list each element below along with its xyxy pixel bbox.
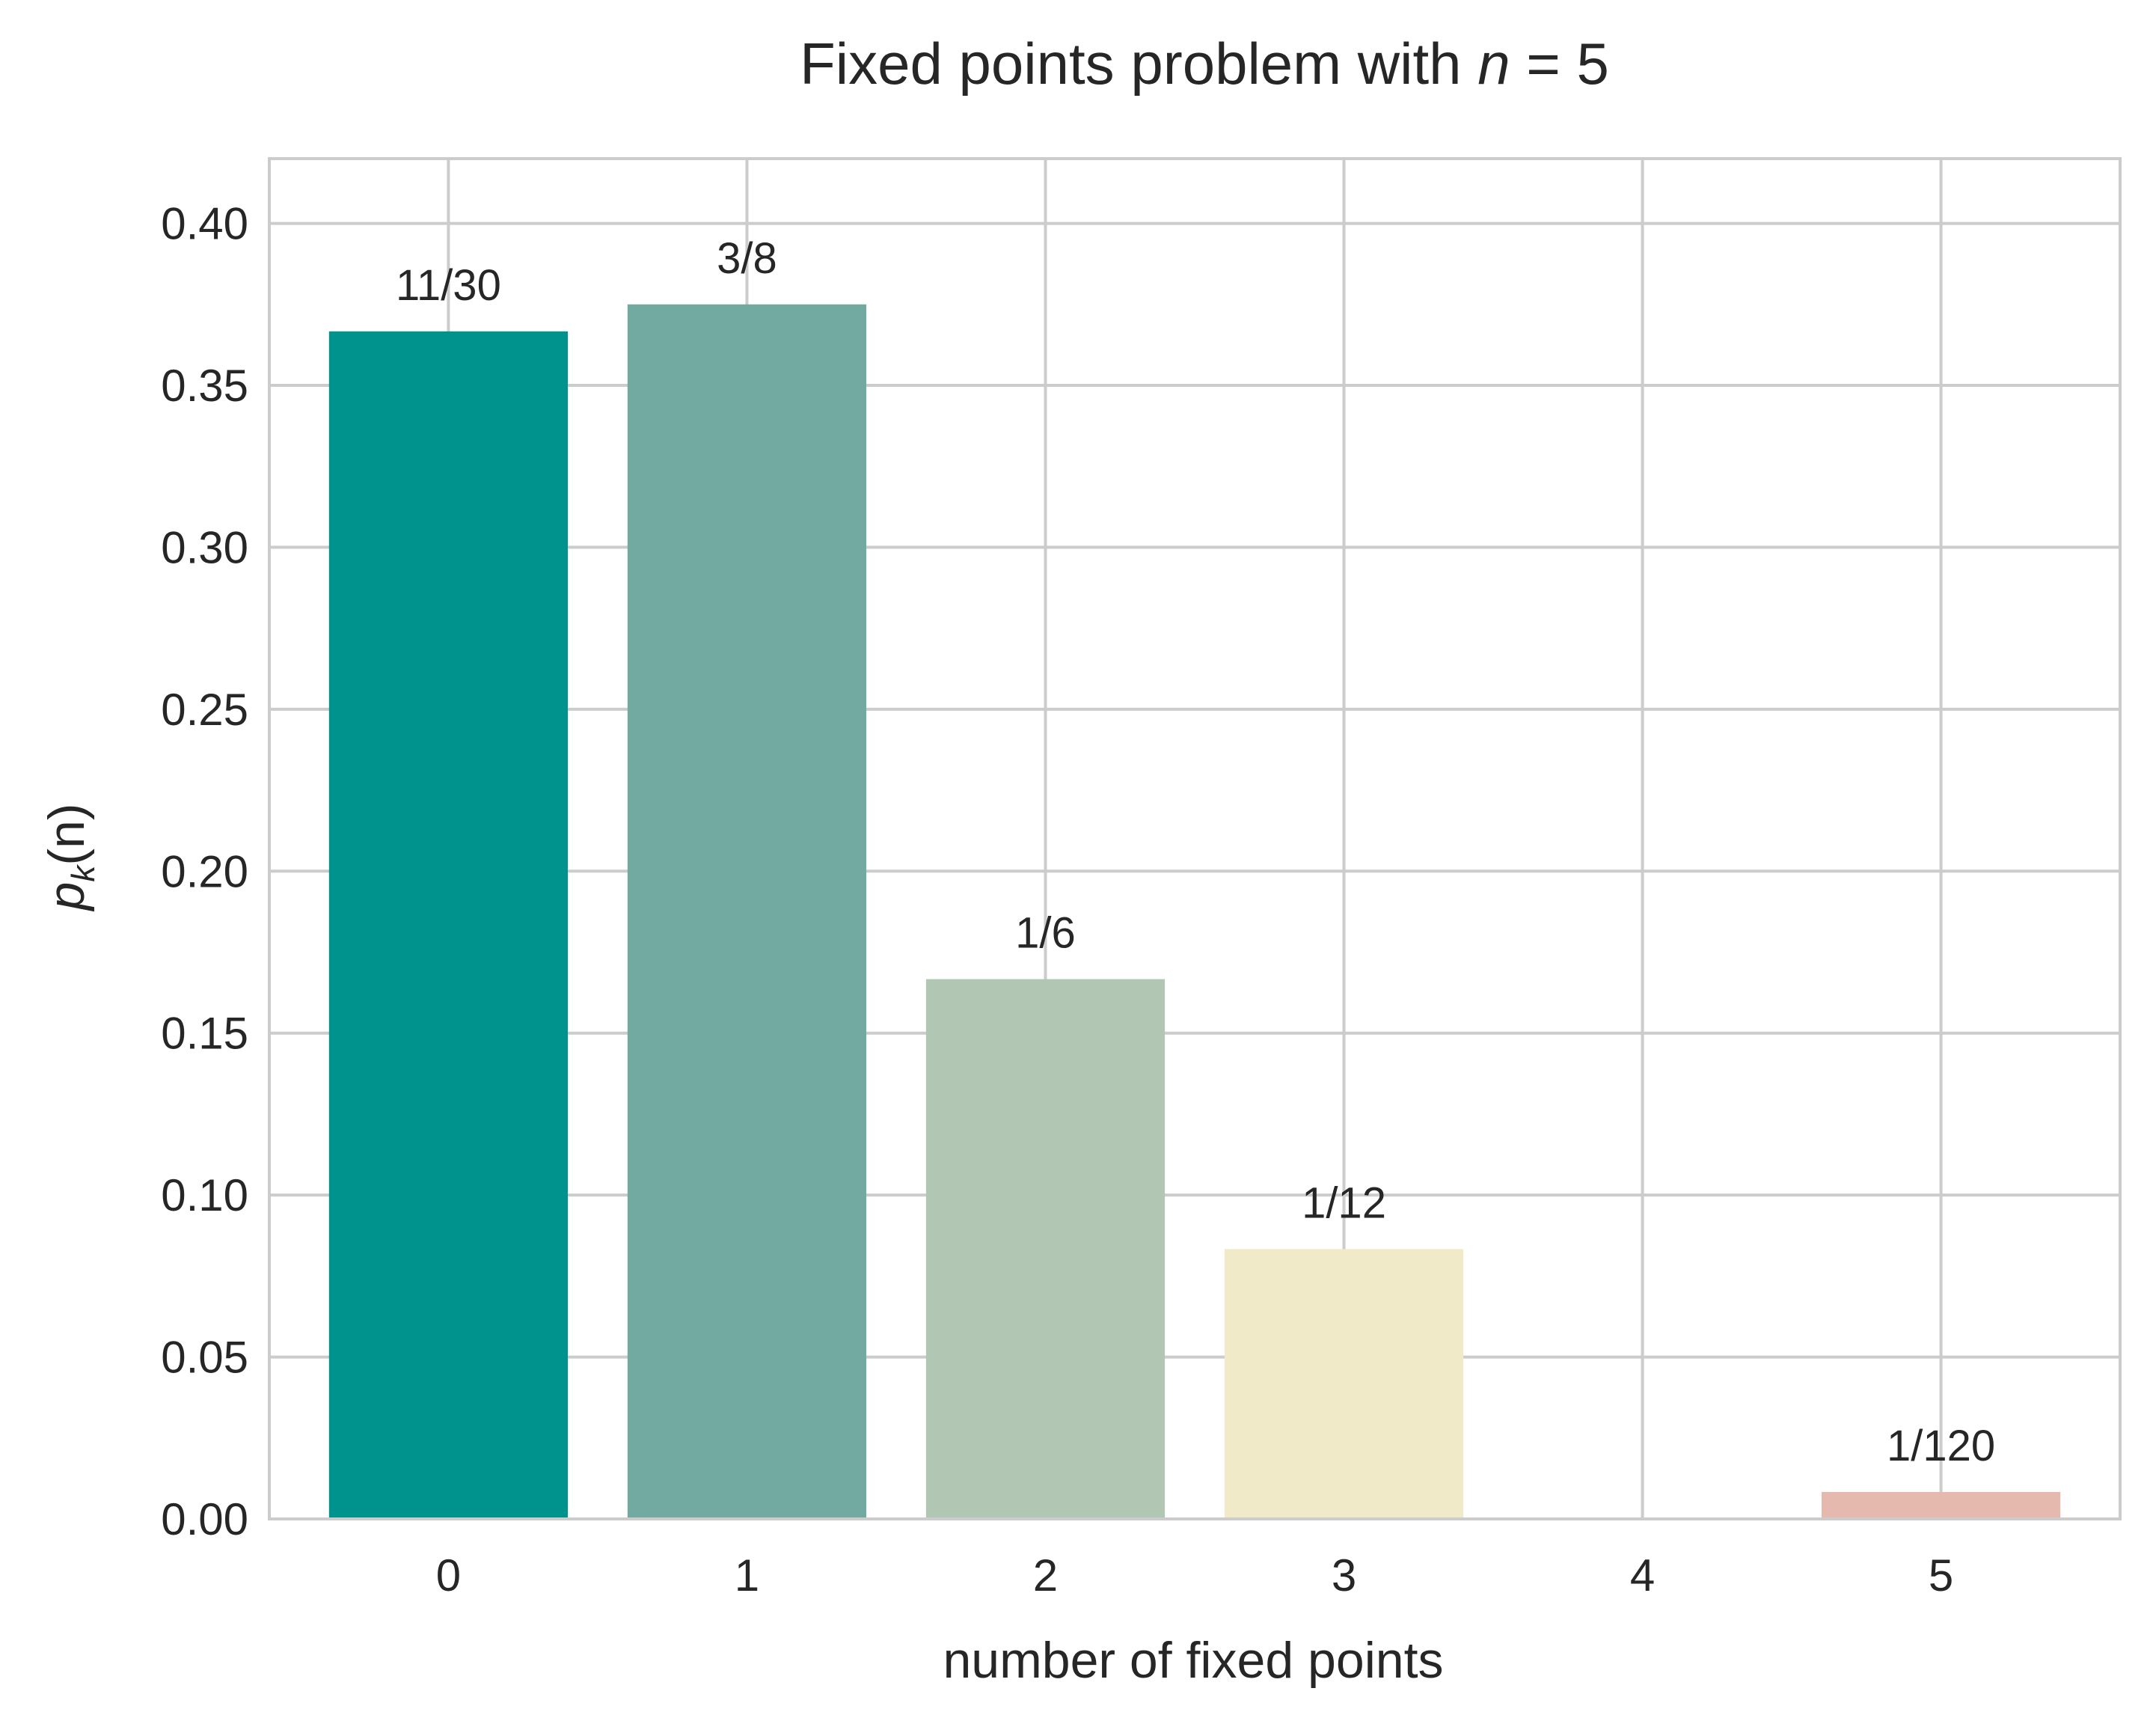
data-label-5: 1/120 (1887, 1422, 1995, 1470)
data-label-2: 1/6 (1015, 909, 1076, 958)
data-labels: 11/30 3/8 1/6 1/12 1/120 (396, 234, 1995, 1470)
bar-5 (1821, 1491, 2061, 1519)
x-tick-label: 0 (436, 1550, 461, 1601)
bar-2 (925, 979, 1166, 1519)
plot-frame (268, 157, 2122, 1520)
x-tick-label: 3 (1332, 1550, 1356, 1601)
y-tick-label: 0.35 (161, 361, 248, 411)
bar-3 (1224, 1249, 1464, 1519)
bar-0 (328, 331, 569, 1519)
chart-title: Fixed points problem with n = 5 (800, 31, 1609, 97)
x-tick-label: 5 (1929, 1550, 1953, 1601)
bars (328, 304, 2061, 1520)
data-label-0: 11/30 (396, 261, 501, 310)
y-tick-label: 0.25 (161, 685, 248, 735)
x-axis-label: number of fixed points (943, 1632, 1443, 1689)
y-tick-label: 0.10 (161, 1170, 248, 1220)
y-tick-label: 0.30 (161, 522, 248, 572)
x-tick-label: 2 (1033, 1550, 1058, 1601)
y-tick-label: 0.20 (161, 846, 248, 896)
y-tick-label: 0.00 (161, 1494, 248, 1544)
y-tick-label: 0.40 (161, 199, 248, 249)
y-tick-labels: 0.00 0.05 0.10 0.15 0.20 0.25 0.30 0.35 0.40 (161, 199, 248, 1544)
data-label-1: 3/8 (717, 234, 777, 283)
x-tick-labels: 0 1 2 3 4 5 (436, 1550, 1954, 1601)
y-tick-label: 0.05 (161, 1333, 248, 1383)
x-tick-label: 1 (735, 1550, 759, 1601)
y-axis-label: pk(n) (38, 804, 102, 912)
y-tick-label: 0.15 (161, 1009, 248, 1059)
bar-1 (627, 304, 867, 1520)
data-label-3: 1/12 (1302, 1178, 1386, 1227)
x-tick-label: 4 (1630, 1550, 1655, 1601)
